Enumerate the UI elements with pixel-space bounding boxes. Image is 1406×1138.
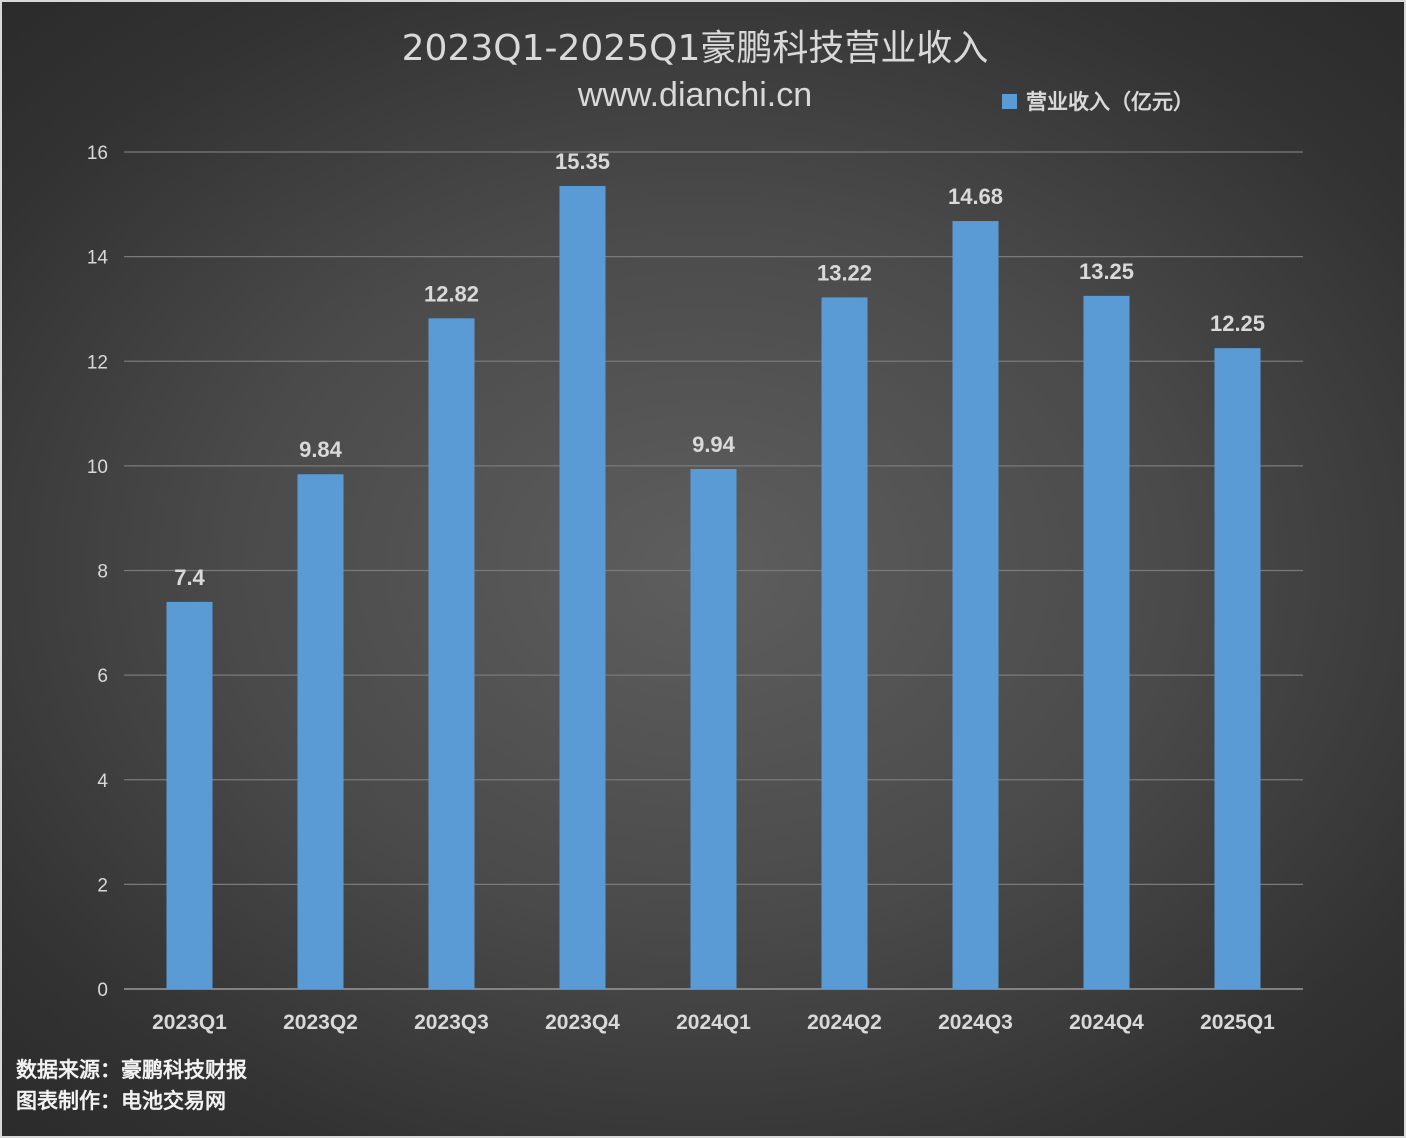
data-label-2024Q2: 13.22: [817, 260, 872, 285]
legend: 营业收入（亿元）: [1002, 90, 1194, 114]
bars: [166, 186, 1261, 990]
y-tick-label: 4: [97, 771, 108, 792]
legend-swatch: [1002, 94, 1017, 109]
data-labels: 7.4 9.84 12.82 15.35 9.94 13.22 14.68 13.25 12.2…: [174, 149, 1265, 590]
chart-maker-note: 图表制作：电池交易网: [16, 1089, 226, 1113]
data-source-note: 数据来源：豪鹏科技财报: [16, 1058, 247, 1082]
data-label-2024Q4: 13.25: [1079, 259, 1134, 284]
chart-subtitle: www.dianchi.cn: [577, 76, 812, 114]
y-tick-label: 12: [87, 352, 108, 373]
bar-2023Q4: [559, 186, 606, 990]
x-tick-label-2024Q3: 2024Q3: [938, 1011, 1013, 1034]
bar-2024Q3: [952, 221, 999, 990]
data-label-2024Q1: 9.94: [692, 432, 736, 457]
y-tick-label: 16: [87, 143, 108, 164]
y-tick-label: 8: [97, 562, 108, 583]
y-tick-label: 14: [87, 248, 109, 269]
data-label-2023Q4: 15.35: [555, 149, 610, 174]
bar-2024Q1: [690, 469, 737, 989]
x-tick-label-2025Q1: 2025Q1: [1200, 1011, 1275, 1034]
bar-2023Q1: [166, 601, 213, 989]
y-axis-ticks: 0 2 4 6 8 10 12 14 16: [87, 143, 109, 1001]
bar-2024Q2: [821, 297, 868, 990]
data-label-2023Q3: 12.82: [424, 281, 479, 306]
x-tick-label-2023Q4: 2023Q4: [545, 1011, 620, 1034]
bar-2023Q3: [428, 318, 475, 989]
x-tick-label-2024Q4: 2024Q4: [1069, 1011, 1144, 1034]
y-tick-label: 2: [97, 875, 108, 896]
x-tick-label-2023Q3: 2023Q3: [414, 1011, 489, 1034]
data-label-2025Q1: 12.25: [1210, 311, 1265, 336]
footer: 数据来源：豪鹏科技财报 图表制作：电池交易网: [16, 1058, 247, 1113]
y-tick-label: 6: [97, 666, 108, 687]
chart-title: 2023Q1-2025Q1豪鹏科技营业收入: [402, 28, 989, 69]
y-tick-label: 10: [87, 457, 108, 478]
x-tick-label-2024Q2: 2024Q2: [807, 1011, 882, 1034]
legend-label: 营业收入（亿元）: [1026, 90, 1194, 114]
bar-2025Q1: [1214, 348, 1261, 989]
y-tick-label: 0: [97, 980, 108, 1001]
data-label-2024Q3: 14.68: [948, 184, 1003, 209]
x-tick-label-2024Q1: 2024Q1: [676, 1011, 751, 1034]
bar-2023Q2: [297, 474, 344, 989]
bar-2024Q4: [1083, 295, 1130, 989]
data-label-2023Q2: 9.84: [299, 437, 343, 462]
x-tick-label-2023Q2: 2023Q2: [283, 1011, 358, 1034]
x-tick-label-2023Q1: 2023Q1: [152, 1011, 227, 1034]
x-axis-ticks: 2023Q1 2023Q2 2023Q3 2023Q4 2024Q1 2024Q2 2024…: [152, 1011, 1275, 1034]
data-label-2023Q1: 7.4: [174, 565, 205, 590]
